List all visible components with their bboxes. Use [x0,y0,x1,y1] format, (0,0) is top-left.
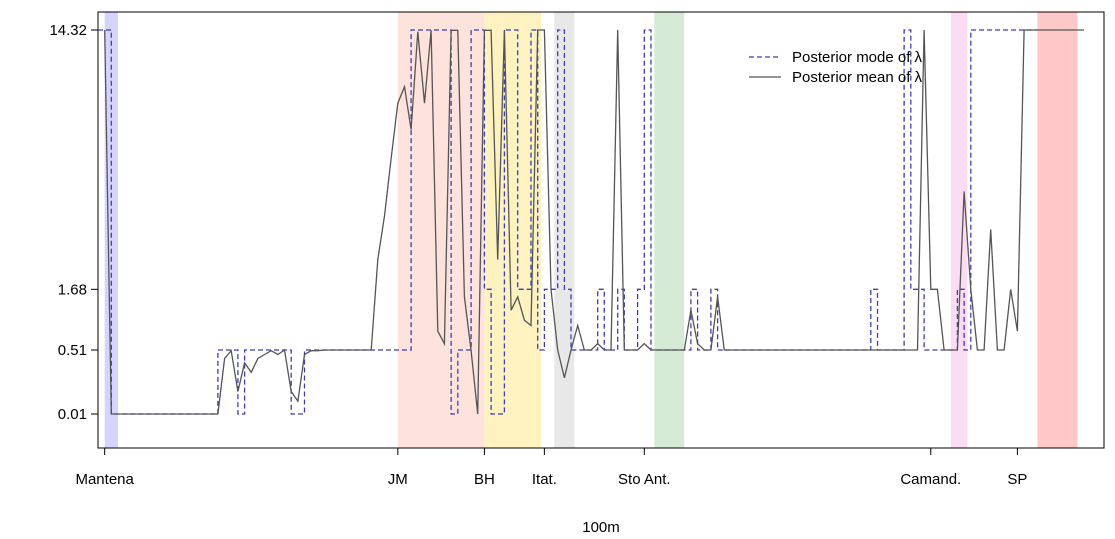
series-group [98,29,1084,415]
legend-label-1: Posterior mean of λ [792,69,923,86]
region-band-0 [104,12,118,448]
plot-frame [97,11,1105,449]
y-tick-label-1: 0.51 [58,342,87,359]
y-tick-label-3: 14.32 [49,22,87,39]
legend: Posterior mode of λ Posterior mean of λ [749,49,923,86]
series-line-mean [104,29,1084,415]
x-axis: Mantena JM BH Itat. Sto Ant. Camand. SP [75,448,1027,488]
y-tick-label-2: 1.68 [58,281,87,298]
region-band-6 [1037,12,1078,448]
region-band-4 [654,12,685,448]
x-tick-label-6: SP [1007,471,1027,488]
x-tick-label-4: Sto Ant. [618,471,671,488]
x-tick-label-0: Mantena [75,471,134,488]
x-tick-label-2: BH [474,471,495,488]
x-tick-label-3: Itat. [532,471,557,488]
x-tick-label-1: JM [388,471,408,488]
y-axis: 0.01 0.51 1.68 14.32 [49,22,98,423]
region-bands [104,12,1078,448]
x-axis-title: 100m [582,519,620,536]
x-tick-label-5: Camand. [900,471,961,488]
region-band-1 [397,12,485,448]
legend-label-0: Posterior mode of λ [792,49,923,66]
region-band-5 [950,12,968,448]
y-tick-label-0: 0.01 [58,406,87,423]
